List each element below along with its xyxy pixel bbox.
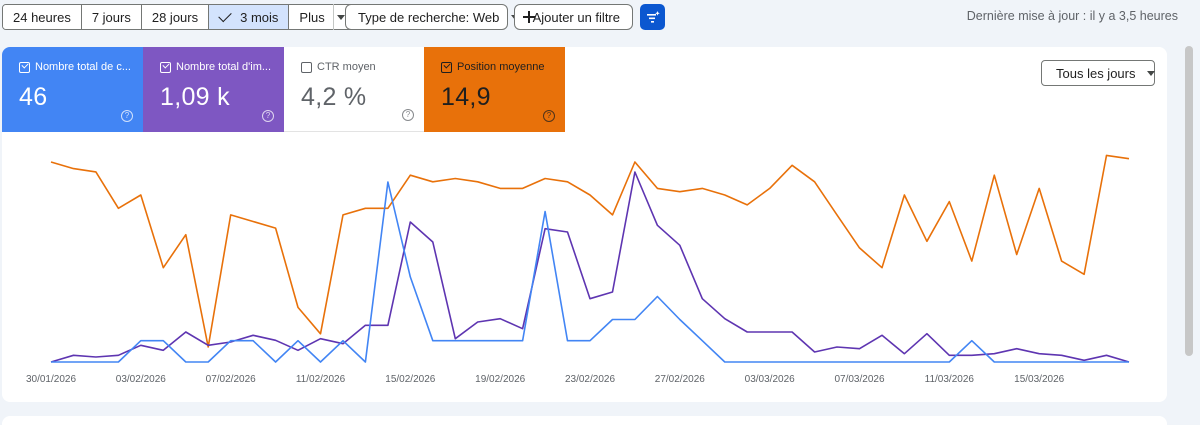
performance-chart: 30/01/2026 03/02/2026 07/02/2026 11/02/2026… xyxy=(26,154,1130,385)
checkbox-checked-icon[interactable] xyxy=(19,61,30,73)
x-tick-label: 11/03/2026 xyxy=(925,374,975,385)
metric-total-clicks[interactable]: Nombre total de c... 46 ? xyxy=(2,47,143,132)
metric-total-clicks-label: Nombre total de c... xyxy=(35,61,131,73)
range-selector: 24 heures 7 jours 28 jours 3 mois Plus xyxy=(2,4,356,30)
metric-total-impressions[interactable]: Nombre total d'im... 1,09 k ? xyxy=(143,47,284,132)
help-icon[interactable]: ? xyxy=(402,109,414,121)
metric-average-ctr-value: 4,2 % xyxy=(301,83,367,111)
x-tick-label: 07/02/2026 xyxy=(206,374,256,385)
caret-down-icon xyxy=(336,14,345,20)
checkbox-unchecked-icon[interactable] xyxy=(301,61,312,73)
checkbox-checked-icon[interactable] xyxy=(160,61,171,73)
series-line-2 xyxy=(51,181,1129,363)
series-line-1 xyxy=(50,171,1130,363)
toolbar: 24 heures 7 jours 28 jours 3 mois Plus T… xyxy=(0,4,1200,30)
last-updated-text: Dernière mise à jour : il y a 3,5 heures xyxy=(966,9,1178,23)
metric-average-position[interactable]: Position moyenne 14,9 ? xyxy=(424,47,565,132)
range-24h-button[interactable]: 24 heures xyxy=(3,5,82,29)
series-line-0 xyxy=(50,154,1130,348)
x-tick-label: 30/01/2026 xyxy=(26,374,76,385)
filter-sparkle-icon xyxy=(646,11,660,23)
help-icon[interactable]: ? xyxy=(262,110,274,122)
days-dropdown[interactable]: Tous les jours xyxy=(1041,60,1156,86)
page-scrollbar[interactable] xyxy=(1185,46,1193,356)
metric-average-position-value: 14,9 xyxy=(441,83,491,111)
range-28d-button[interactable]: 28 jours xyxy=(141,5,210,29)
range-7d-button[interactable]: 7 jours xyxy=(81,5,142,29)
x-tick-label: 03/02/2026 xyxy=(116,374,166,385)
add-filter-button[interactable]: Ajouter un filtre xyxy=(514,4,633,30)
range-more-button[interactable]: Plus xyxy=(289,5,355,29)
x-tick-label: 19/02/2026 xyxy=(475,374,525,385)
next-card-edge xyxy=(2,416,1167,425)
x-tick-label: 23/02/2026 xyxy=(565,374,615,385)
x-tick-label: 15/03/2026 xyxy=(1014,374,1064,385)
checkbox-checked-icon[interactable] xyxy=(441,61,452,73)
x-tick-label: 03/03/2026 xyxy=(745,374,795,385)
range-3m-button[interactable]: 3 mois xyxy=(209,5,290,29)
x-tick-label: 15/02/2026 xyxy=(385,374,435,385)
toolbar-divider xyxy=(333,4,334,30)
caret-down-icon xyxy=(1147,70,1156,76)
performance-card: 30/01/2026 03/02/2026 07/02/2026 11/02/2026… xyxy=(2,47,1167,402)
filter-settings-button[interactable] xyxy=(640,4,665,30)
x-tick-label: 27/02/2026 xyxy=(655,374,705,385)
range-more-label: Plus xyxy=(299,9,325,25)
metric-average-position-label: Position moyenne xyxy=(457,61,545,73)
x-tick-label: 07/03/2026 xyxy=(834,374,884,385)
add-filter-label: Ajouter un filtre xyxy=(532,9,620,25)
check-icon xyxy=(218,8,232,22)
x-tick-label: 11/02/2026 xyxy=(296,374,346,385)
days-dropdown-label: Tous les jours xyxy=(1056,65,1136,81)
metric-total-impressions-value: 1,09 k xyxy=(160,83,230,111)
help-icon[interactable]: ? xyxy=(121,110,133,122)
metric-average-ctr-label: CTR moyen xyxy=(317,61,376,73)
help-icon[interactable]: ? xyxy=(543,110,555,122)
plus-icon xyxy=(523,11,530,23)
range-3m-label: 3 mois xyxy=(240,9,279,25)
search-type-dropdown[interactable]: Type de recherche: Web xyxy=(345,4,520,30)
metric-total-impressions-label: Nombre total d'im... xyxy=(176,61,272,73)
metric-average-ctr[interactable]: CTR moyen 4,2 % ? xyxy=(284,47,424,132)
search-type-label: Type de recherche: Web xyxy=(358,9,500,25)
metric-total-clicks-value: 46 xyxy=(19,83,48,111)
